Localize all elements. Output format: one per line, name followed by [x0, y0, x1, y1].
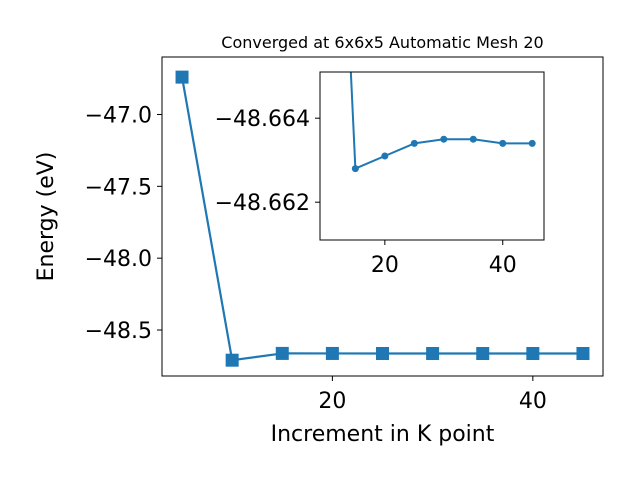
main-data-point	[175, 70, 189, 84]
inset-y-tick-label: −48.662	[215, 191, 310, 216]
inset-plot-frame	[319, 71, 545, 241]
main-data-point	[275, 346, 289, 360]
main-data-point	[426, 347, 440, 361]
main-plot: Converged at 6x6x5 Automatic Mesh 20 20 4…	[34, 33, 604, 447]
x-axis-label: Increment in K point	[271, 422, 495, 447]
main-data-point	[576, 346, 590, 360]
inset-data-point	[440, 135, 448, 143]
main-data-point	[225, 353, 239, 367]
main-y-tick-label: −48.5	[85, 319, 152, 344]
main-plot-frame	[161, 56, 604, 377]
inset-y-tick-label: −48.664	[215, 107, 310, 132]
y-axis-label: Energy (eV)	[34, 152, 59, 282]
inset-ticks: 20 40 −48.664 −48.662	[215, 107, 517, 278]
main-data-point	[476, 347, 490, 361]
inset-x-tick-label: 40	[489, 253, 517, 278]
inset-plot: 20 40 −48.664 −48.662	[215, 71, 545, 278]
inset-data-point	[528, 139, 536, 147]
main-data-point	[376, 346, 389, 360]
main-x-tick-label: 40	[519, 389, 547, 414]
inset-marks	[349, 72, 536, 173]
inset-series-line	[349, 72, 533, 170]
main-data-point	[526, 346, 540, 360]
inset-data-point	[381, 152, 389, 160]
inset-x-tick-label: 20	[371, 253, 399, 278]
main-x-tick-label: 20	[318, 389, 346, 414]
main-y-tick-label: −48.0	[85, 247, 152, 272]
inset-data-point	[469, 135, 477, 143]
main-ticks: 20 40 −47.0 −47.5 −48.0 −48.5	[85, 103, 547, 414]
inset-data-point	[410, 139, 418, 147]
main-data-point	[325, 346, 339, 360]
inset-background	[320, 72, 544, 240]
inset-data-point	[499, 139, 507, 147]
main-marks	[175, 70, 590, 367]
main-y-tick-label: −47.5	[85, 175, 152, 200]
inset-data-point	[351, 165, 359, 173]
chart-title: Converged at 6x6x5 Automatic Mesh 20	[221, 33, 543, 52]
main-y-tick-label: −47.0	[85, 103, 152, 128]
